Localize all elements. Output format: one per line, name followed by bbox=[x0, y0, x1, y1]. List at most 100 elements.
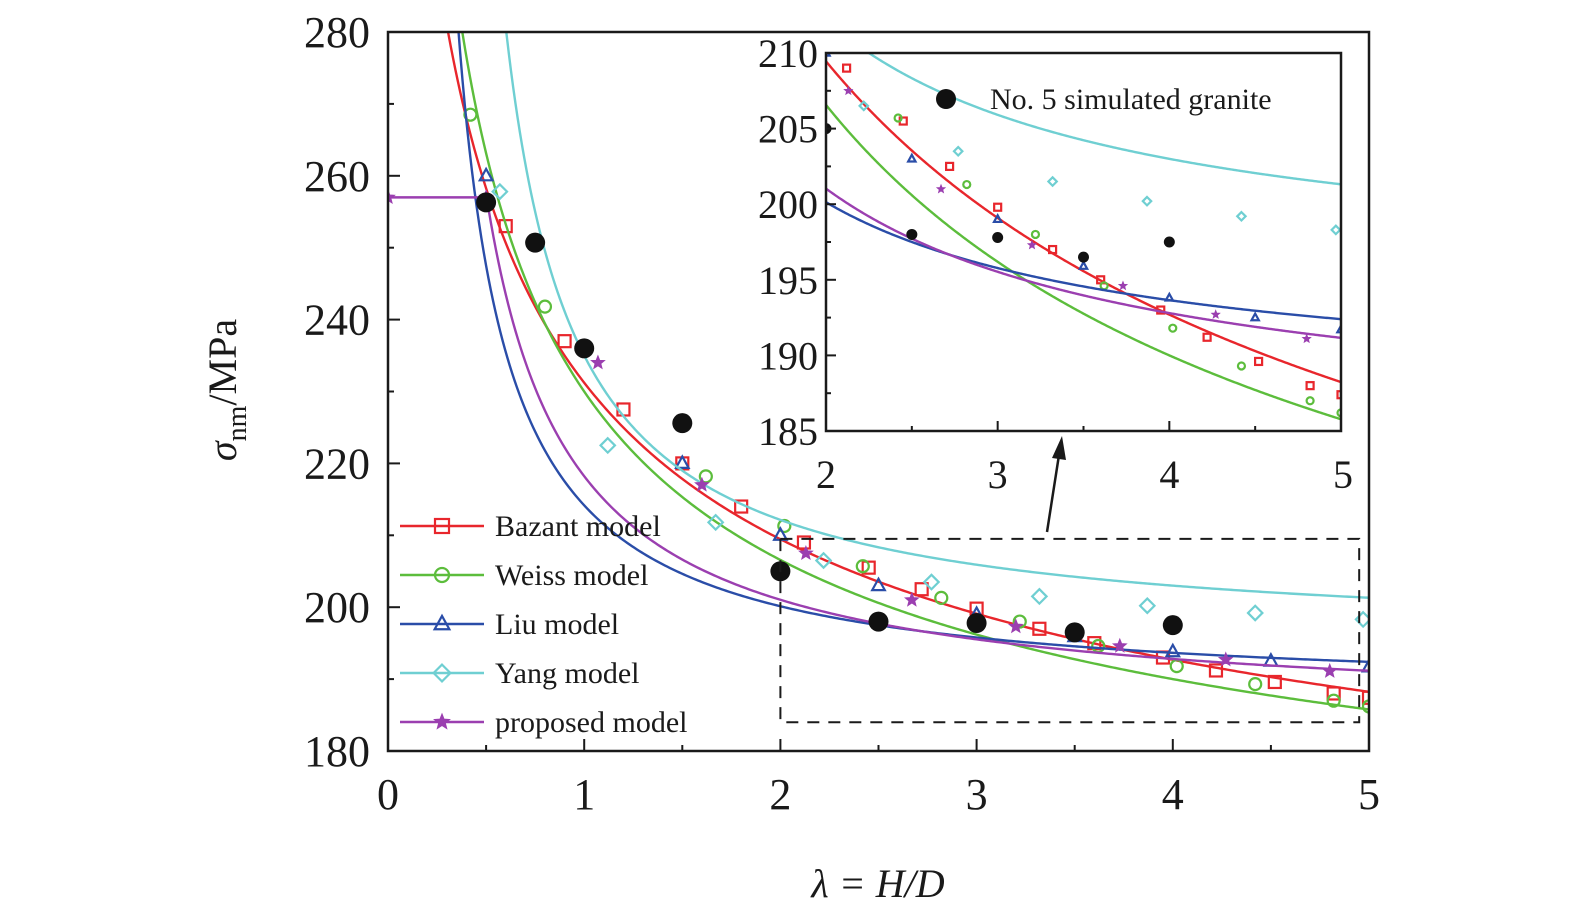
inset-y-tick-label: 195 bbox=[758, 258, 818, 303]
weiss-model-marker-inset bbox=[1030, 229, 1041, 240]
weiss-model-marker-inset bbox=[893, 113, 903, 123]
bazant-model-marker bbox=[861, 560, 876, 575]
bazant-model-marker-inset bbox=[1336, 390, 1341, 400]
granite-point-inset bbox=[1163, 236, 1175, 248]
weiss-model-marker-inset bbox=[962, 179, 972, 190]
bazant-model-marker bbox=[557, 334, 572, 349]
weiss-model-marker bbox=[855, 559, 870, 574]
y-axis-title-unit: /MPa bbox=[200, 319, 245, 406]
liu-model-line-inset bbox=[826, 201, 1341, 321]
legend-marker-weiss-model bbox=[433, 566, 451, 584]
proposed-model-marker-inset bbox=[1117, 280, 1129, 291]
yang-model-marker-inset bbox=[1046, 175, 1059, 188]
bazant-model-marker bbox=[1267, 674, 1282, 690]
proposed-model-marker bbox=[1321, 662, 1338, 678]
weiss-model-marker-inset bbox=[1236, 361, 1247, 371]
weiss-model-marker bbox=[1361, 699, 1369, 714]
proposed-model-marker bbox=[1007, 618, 1024, 634]
x-tick-label: 1 bbox=[573, 770, 595, 819]
yang-model-marker bbox=[814, 551, 833, 570]
proposed-model-marker bbox=[590, 354, 606, 370]
liu-model-marker-inset bbox=[992, 213, 1004, 224]
weiss-model-marker bbox=[463, 107, 478, 122]
granite-point-inset bbox=[1078, 251, 1089, 263]
weiss-model-line bbox=[461, 32, 1369, 711]
y-axis-title: σnm/MPa bbox=[200, 319, 253, 461]
legend-label-proposed-model: proposed model bbox=[495, 706, 687, 739]
yang-model-marker-inset bbox=[1330, 224, 1341, 236]
yang-model-marker bbox=[491, 182, 509, 201]
liu-model-marker-inset bbox=[1249, 311, 1261, 322]
weiss-model-line-inset bbox=[826, 104, 1341, 421]
proposed-model-marker bbox=[694, 476, 710, 492]
bazant-model-marker-inset bbox=[993, 202, 1003, 212]
y-tick-label: 220 bbox=[304, 439, 370, 488]
yang-model-marker-inset bbox=[858, 100, 870, 112]
inset-x-tick-label: 2 bbox=[816, 452, 836, 497]
zoom-region bbox=[779, 436, 1361, 724]
y-axis-title-symbol: σ bbox=[200, 440, 245, 461]
proposed-model-marker bbox=[388, 189, 396, 205]
yang-model-marker-inset bbox=[1235, 210, 1248, 223]
yang-model-marker-inset bbox=[952, 145, 964, 158]
yang-model-marker bbox=[922, 573, 941, 591]
yang-model-marker bbox=[1030, 587, 1049, 606]
zoom-arrow-shaft bbox=[1045, 454, 1061, 533]
granite-point bbox=[525, 232, 546, 253]
y-tick-label: 240 bbox=[304, 296, 370, 345]
bazant-model-marker bbox=[796, 535, 812, 550]
bazant-model-marker-inset bbox=[841, 63, 852, 73]
weiss-model-marker bbox=[1169, 659, 1184, 674]
inset-y-tick-label: 200 bbox=[758, 182, 818, 227]
y-tick-label: 280 bbox=[304, 8, 370, 57]
inset-y-tick-label: 190 bbox=[758, 333, 818, 378]
x-tick-label: 3 bbox=[966, 770, 988, 819]
zoom-box-outline bbox=[779, 537, 1361, 724]
liu-model-marker-inset bbox=[1335, 323, 1341, 334]
liu-model-marker bbox=[1164, 642, 1181, 658]
inset-legend-label: No. 5 simulated granite bbox=[990, 83, 1272, 116]
proposed-model-marker bbox=[798, 545, 814, 560]
yang-model-marker-inset bbox=[1141, 195, 1153, 207]
y-axis-title-subscript: nm bbox=[222, 405, 253, 441]
inset-plot-series bbox=[826, 53, 1341, 421]
y-tick-label: 260 bbox=[304, 152, 370, 201]
granite-point bbox=[1162, 615, 1183, 636]
liu-model-marker bbox=[674, 454, 691, 469]
bazant-model-line-inset bbox=[826, 60, 1341, 384]
liu-model-marker bbox=[1262, 651, 1280, 667]
granite-point-inset bbox=[992, 231, 1004, 243]
weiss-model-marker bbox=[934, 590, 949, 605]
weiss-model-marker-inset bbox=[1336, 408, 1341, 418]
inset-plot-scatter bbox=[826, 123, 1175, 263]
legend-marker-bazant-model bbox=[433, 517, 451, 535]
granite-point bbox=[966, 613, 987, 634]
proposed-model-marker-inset bbox=[1210, 309, 1221, 319]
y-tick-label: 180 bbox=[304, 727, 370, 776]
liu-model-marker bbox=[1360, 657, 1369, 673]
proposed-model-marker bbox=[1111, 637, 1128, 653]
inset-y-tick-label: 210 bbox=[758, 31, 818, 76]
bazant-model-marker bbox=[1361, 690, 1369, 705]
granite-point bbox=[574, 338, 595, 359]
legend-label-bazant-model: Bazant model bbox=[495, 510, 661, 543]
bazant-model-marker bbox=[1208, 663, 1224, 678]
legend-label-yang-model: Yang model bbox=[495, 657, 639, 690]
yang-model-marker bbox=[706, 513, 725, 532]
weiss-model-marker bbox=[1326, 693, 1341, 708]
legend: Bazant model Weiss model Liu model Yang mod… bbox=[400, 510, 687, 739]
bazant-model-marker bbox=[1032, 621, 1047, 636]
liu-model-marker-inset bbox=[906, 152, 918, 163]
proposed-model-marker-inset bbox=[843, 85, 854, 96]
inset-x-tick-label: 5 bbox=[1333, 452, 1353, 497]
yang-model-marker bbox=[1246, 604, 1264, 622]
yang-model-marker bbox=[598, 436, 617, 455]
proposed-model-marker-inset bbox=[1301, 333, 1312, 344]
granite-point bbox=[672, 413, 693, 434]
bazant-model-marker bbox=[914, 582, 929, 597]
legend-marker-proposed-model bbox=[433, 712, 451, 730]
axis-titles: λ = H/D σnm/MPa bbox=[200, 319, 945, 906]
x-tick-label: 4 bbox=[1162, 770, 1184, 819]
bazant-model-marker-inset bbox=[1305, 381, 1315, 391]
